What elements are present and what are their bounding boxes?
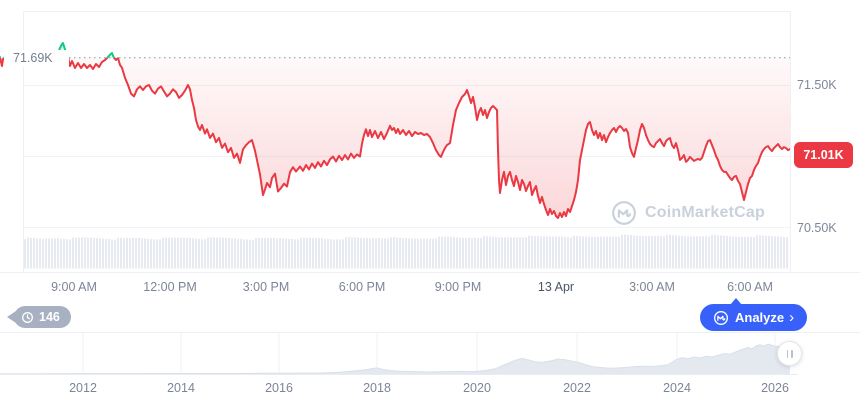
y-axis-label-lower: 70.50K: [797, 221, 837, 235]
timeline-year-label: 2020: [463, 381, 491, 395]
history-count-label: 146: [39, 310, 60, 324]
analyze-button[interactable]: Analyze ›: [700, 298, 808, 331]
chevron-right-icon: ›: [789, 309, 795, 326]
price-line-down: [0, 57, 791, 219]
timeline-year-label: 2014: [167, 381, 195, 395]
history-area-edge: [0, 343, 791, 375]
x-axis-tick-label: 6:00 PM: [338, 280, 386, 294]
x-axis-tick-label: 3:00 PM: [242, 280, 290, 294]
timeline-year-label: 2024: [663, 381, 691, 395]
y-axis-label-upper: 71.50K: [797, 78, 837, 92]
handle-grip-bar: [791, 349, 793, 358]
price-area-below-baseline: [0, 57, 790, 218]
history-clock-icon: [22, 311, 33, 323]
reference-price-label: 71.69K: [4, 50, 69, 67]
timeline-range-selector[interactable]: [0, 332, 860, 378]
history-count-badge[interactable]: 146: [14, 306, 71, 328]
timeline-year-label: 2012: [69, 381, 97, 395]
x-axis-tick-label: 12:00 PM: [143, 280, 197, 294]
timeline-year-label: 2026: [761, 381, 789, 395]
volume-bars: [24, 234, 788, 269]
coinmarketcap-watermark: CoinMarketCap: [611, 200, 765, 226]
watermark-text: CoinMarketCap: [645, 204, 765, 221]
history-area: [0, 344, 790, 374]
timeline-year-label: 2022: [563, 381, 591, 395]
x-axis-tick-label: 9:00 PM: [434, 280, 482, 294]
timeline-year-label: 2018: [363, 381, 391, 395]
range-handle[interactable]: [777, 341, 802, 366]
analyze-label: Analyze: [735, 310, 785, 325]
handle-grip-bar: [786, 349, 788, 358]
x-axis-tick-label: 13 Apr: [537, 280, 575, 294]
current-price-badge: 71.01K: [794, 142, 853, 168]
x-axis-tick-label: 9:00 AM: [51, 280, 97, 294]
x-axis-tick-label: 3:00 AM: [629, 280, 675, 294]
coinmarketcap-logo-icon: [714, 310, 728, 325]
coinmarketcap-logo-icon: [612, 201, 636, 225]
timeline-year-label: 2016: [265, 381, 293, 395]
main-price-chart[interactable]: [0, 0, 860, 276]
x-axis-tick-label: 6:00 AM: [727, 280, 773, 294]
